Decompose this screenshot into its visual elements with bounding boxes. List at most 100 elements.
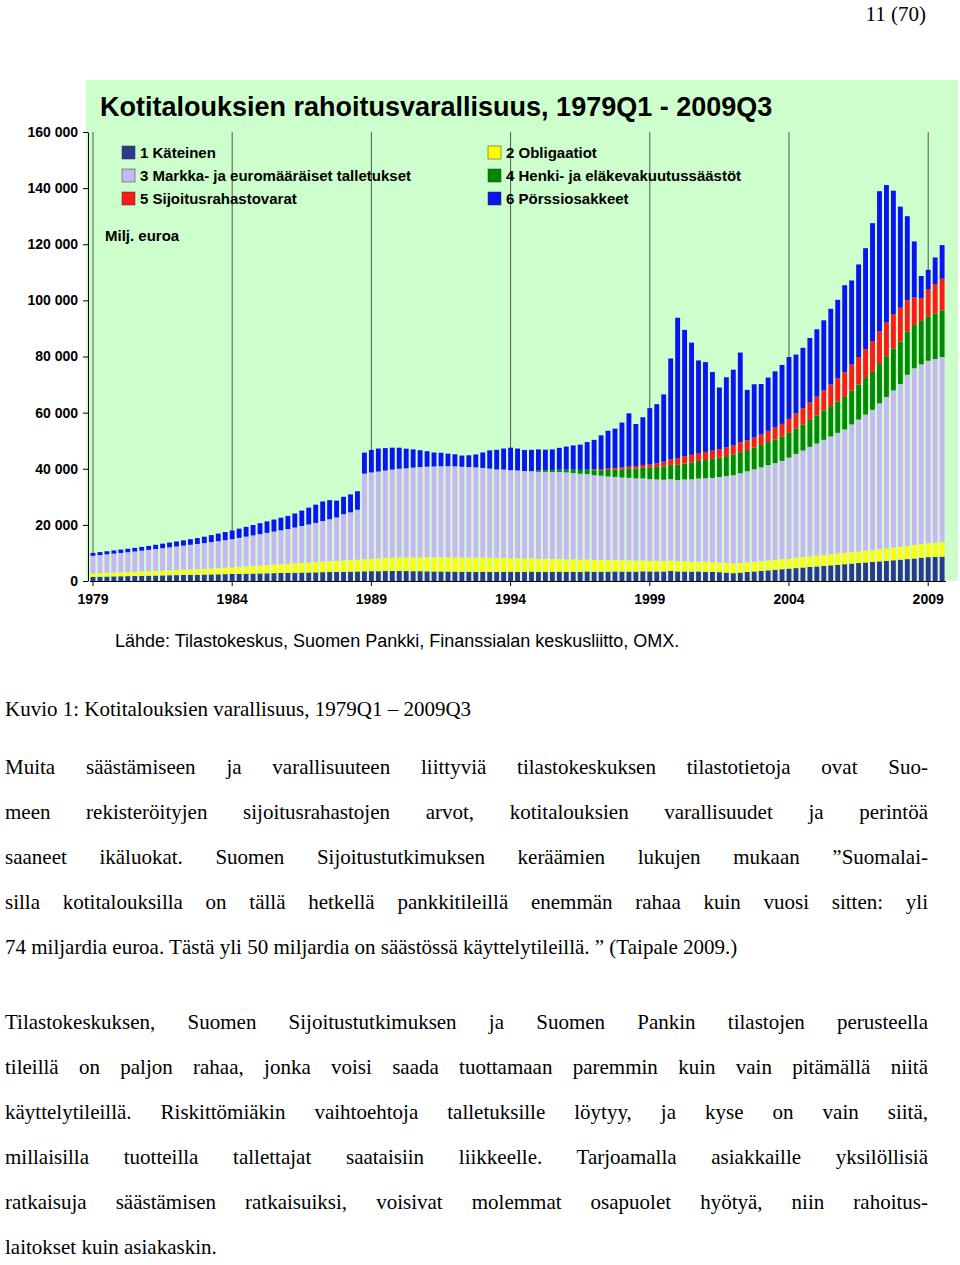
bar: [675, 480, 680, 561]
bar: [411, 557, 416, 571]
bar: [613, 468, 618, 470]
bar: [613, 477, 618, 560]
bar: [745, 450, 750, 471]
bar: [452, 466, 457, 557]
bar: [661, 467, 666, 480]
bar: [766, 570, 771, 581]
bar: [926, 543, 931, 557]
bar: [877, 191, 882, 331]
bar: [230, 539, 235, 567]
bar: [710, 562, 715, 572]
bar: [146, 546, 151, 550]
tick-mark: [83, 469, 88, 470]
bar: [480, 558, 485, 572]
bar: [446, 557, 451, 571]
bar: [146, 576, 151, 581]
bar: [446, 466, 451, 557]
bar: [111, 550, 116, 553]
bar: [898, 308, 903, 342]
bar: [654, 404, 659, 463]
bar: [842, 285, 847, 372]
bar: [654, 467, 659, 479]
bar: [167, 570, 172, 575]
bar: [613, 560, 618, 572]
bar: [425, 557, 430, 571]
page-number: 11 (70): [866, 0, 926, 28]
bar: [592, 560, 597, 572]
bar: [174, 570, 179, 575]
bar: [849, 391, 854, 425]
bar: [696, 479, 701, 562]
bar: [905, 216, 910, 300]
bar: [292, 528, 297, 564]
bar: [647, 408, 652, 464]
bar: [717, 388, 722, 450]
bar: [383, 571, 388, 581]
tick-label: 80 000: [35, 348, 78, 364]
legend-swatch: [122, 146, 135, 159]
bar: [466, 558, 471, 572]
bar: [738, 563, 743, 573]
bar: [209, 569, 214, 575]
bar: [800, 424, 805, 450]
bar: [835, 401, 840, 432]
bar: [800, 348, 805, 408]
bar: [153, 545, 158, 549]
bar: [432, 557, 437, 571]
bar: [912, 241, 917, 297]
bar: [160, 575, 165, 581]
bar: [473, 454, 478, 467]
bar: [397, 557, 402, 570]
bar: [418, 571, 423, 581]
bar: [272, 532, 277, 565]
bar: [202, 569, 207, 575]
bar: [216, 568, 221, 574]
bar: [578, 445, 583, 470]
bar: [480, 572, 485, 581]
bar: [285, 516, 290, 529]
bar: [800, 451, 805, 558]
bar: [689, 343, 694, 455]
bar: [717, 563, 722, 573]
bar: [473, 558, 478, 572]
bar: [404, 571, 409, 581]
bar: [682, 571, 687, 581]
bar: [599, 470, 604, 476]
bar: [501, 558, 506, 572]
bar: [390, 571, 395, 581]
bar: [717, 449, 722, 457]
bar: [731, 455, 736, 475]
bar: [188, 569, 193, 574]
bar: [362, 453, 367, 474]
bar: [787, 419, 792, 433]
bar: [807, 556, 812, 567]
bar: [251, 535, 256, 566]
bar: [905, 375, 910, 546]
bar: [814, 556, 819, 567]
bar: [794, 355, 799, 414]
bar: [313, 505, 318, 523]
bar: [418, 557, 423, 571]
paragraph-line: millaisilla tuotteilla tallettajat saata…: [5, 1135, 928, 1180]
bar: [592, 440, 597, 469]
bar: [842, 564, 847, 581]
bar: [766, 561, 771, 571]
bar: [543, 470, 548, 472]
bar: [849, 424, 854, 552]
bar: [821, 390, 826, 410]
bar: [473, 572, 478, 581]
bar: [710, 572, 715, 581]
bar: [299, 511, 304, 526]
bar: [348, 560, 353, 572]
bar: [640, 560, 645, 571]
bar: [606, 476, 611, 560]
bar: [912, 559, 917, 581]
tick-label: 2009: [913, 591, 944, 607]
bar: [613, 571, 618, 581]
bar: [787, 559, 792, 569]
bar: [773, 371, 778, 427]
bar: [752, 447, 757, 469]
tick-label: 100 000: [27, 292, 78, 308]
bar: [334, 517, 339, 560]
bar: [633, 469, 638, 479]
